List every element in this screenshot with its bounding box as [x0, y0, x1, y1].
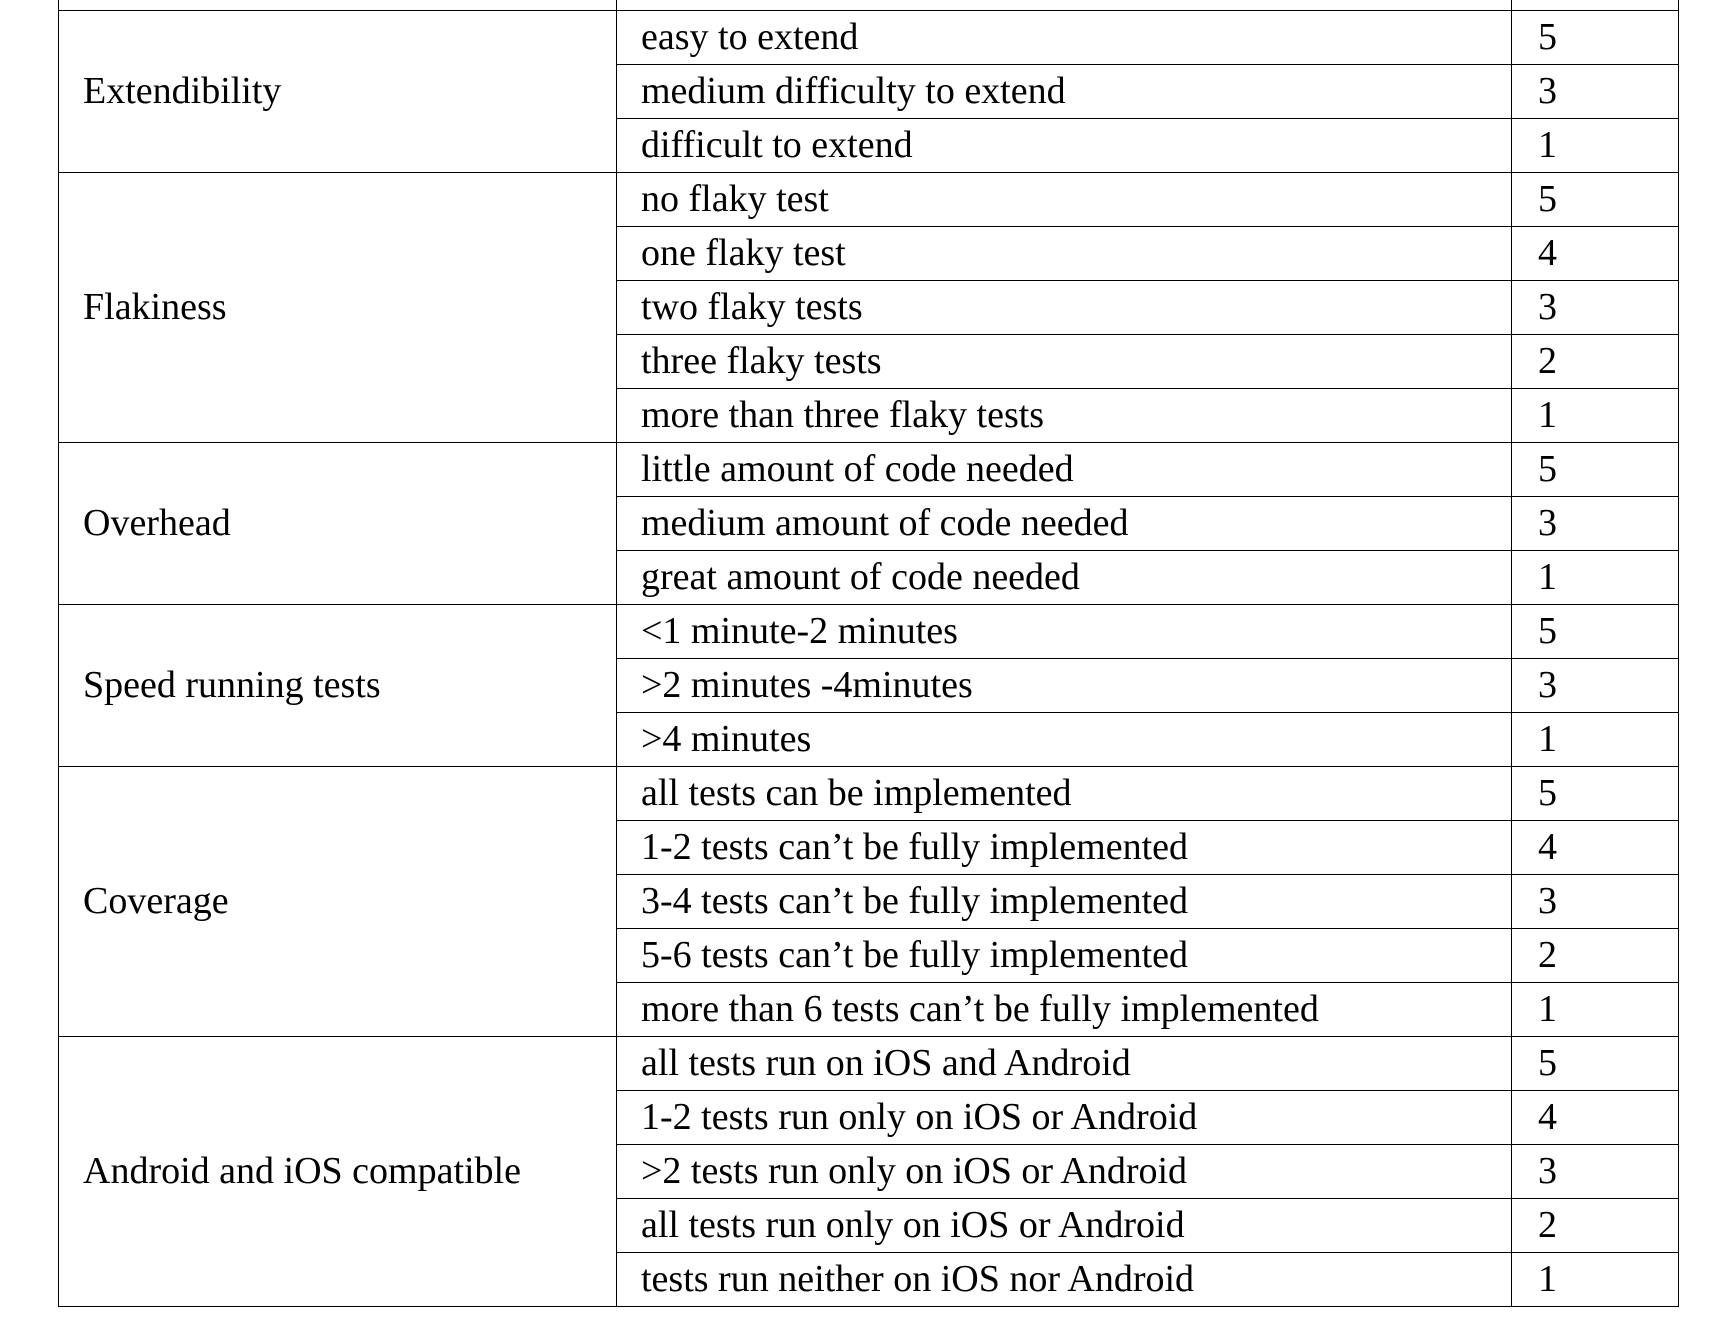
score-cell: 2 — [1511, 334, 1679, 389]
table-row: 5-6 tests can’t be fully implemented 2 — [59, 928, 1679, 983]
score-cell: 5 — [1511, 1036, 1679, 1091]
table-row: tests run neither on iOS nor Android 1 — [59, 1252, 1679, 1307]
description-cell: great amount of code needed — [616, 550, 1512, 605]
description-cell: easy to extend — [616, 10, 1512, 65]
table-row: medium amount of code needed 3 — [59, 496, 1679, 551]
criterion-cell: Flakiness — [58, 172, 617, 443]
score-cell: 3 — [1511, 658, 1679, 713]
description-cell: >2 tests run only on iOS or Android — [616, 1144, 1512, 1199]
criteria-table: Extendibility easy to extend 5 medium diffi… — [58, 0, 1679, 1307]
table-row: one flaky test 4 — [59, 226, 1679, 281]
description-cell: little amount of code needed — [616, 442, 1512, 497]
cell — [58, 0, 617, 11]
score-cell: 5 — [1511, 172, 1679, 227]
description-cell: medium difficulty to extend — [616, 64, 1512, 119]
description-cell: 1-2 tests run only on iOS or Android — [616, 1090, 1512, 1145]
table-row: 3-4 tests can’t be fully implemented 3 — [59, 874, 1679, 929]
table-row: all tests run only on iOS or Android 2 — [59, 1198, 1679, 1253]
cell — [1511, 0, 1679, 11]
description-cell: >4 minutes — [616, 712, 1512, 767]
table-row: >4 minutes 1 — [59, 712, 1679, 767]
score-cell: 3 — [1511, 874, 1679, 929]
description-cell: >2 minutes -4minutes — [616, 658, 1512, 713]
description-cell: 1-2 tests can’t be fully implemented — [616, 820, 1512, 875]
table-row: Extendibility easy to extend 5 — [58, 10, 1679, 173]
description-cell: no flaky test — [616, 172, 1512, 227]
score-cell: 4 — [1511, 820, 1679, 875]
criterion-cell: Android and iOS compatible — [58, 1036, 617, 1307]
table-row: great amount of code needed 1 — [59, 550, 1679, 605]
criterion-cell: Overhead — [58, 442, 617, 605]
cell — [616, 0, 1512, 11]
criterion-cell: Extendibility — [58, 10, 617, 173]
score-cell: 3 — [1511, 64, 1679, 119]
criterion-cell: Speed running tests — [58, 604, 617, 767]
description-cell: all tests run on iOS and Android — [616, 1036, 1512, 1091]
table-row: more than three flaky tests 1 — [59, 388, 1679, 443]
description-cell: medium amount of code needed — [616, 496, 1512, 551]
score-cell: 5 — [1511, 604, 1679, 659]
score-cell: 2 — [1511, 928, 1679, 983]
score-cell: 4 — [1511, 226, 1679, 281]
description-cell: more than three flaky tests — [616, 388, 1512, 443]
description-cell: three flaky tests — [616, 334, 1512, 389]
description-cell: all tests run only on iOS or Android — [616, 1198, 1512, 1253]
description-cell: difficult to extend — [616, 118, 1512, 173]
score-cell: 1 — [1511, 712, 1679, 767]
criterion-cell: Coverage — [58, 766, 617, 1037]
table-row: Flakiness no flaky test 5 — [58, 172, 1679, 443]
description-cell: <1 minute-2 minutes — [616, 604, 1512, 659]
score-cell: 5 — [1511, 766, 1679, 821]
table-row: three flaky tests 2 — [59, 334, 1679, 389]
description-cell: 5-6 tests can’t be fully implemented — [616, 928, 1512, 983]
table-row: difficult to extend 1 — [59, 118, 1679, 173]
score-cell: 5 — [1511, 10, 1679, 65]
table-row: 1-2 tests can’t be fully implemented 4 — [59, 820, 1679, 875]
score-cell: 2 — [1511, 1198, 1679, 1253]
table-row: Android and iOS compatible all tests run … — [58, 1036, 1679, 1307]
score-cell: 5 — [1511, 442, 1679, 497]
table-row: Coverage all tests can be implemented 5 — [58, 766, 1679, 1037]
score-cell: 3 — [1511, 496, 1679, 551]
description-cell: 3-4 tests can’t be fully implemented — [616, 874, 1512, 929]
score-cell: 3 — [1511, 280, 1679, 335]
score-cell: 4 — [1511, 1090, 1679, 1145]
table-row: >2 minutes -4minutes 3 — [59, 658, 1679, 713]
table-row: >2 tests run only on iOS or Android 3 — [59, 1144, 1679, 1199]
score-cell: 1 — [1511, 550, 1679, 605]
description-cell: one flaky test — [616, 226, 1512, 281]
description-cell: tests run neither on iOS nor Android — [616, 1252, 1512, 1307]
description-cell: all tests can be implemented — [616, 766, 1512, 821]
table-row-partial — [58, 0, 1679, 11]
score-cell: 1 — [1511, 388, 1679, 443]
table-row: Speed running tests <1 minute-2 minutes 5 — [58, 604, 1679, 767]
score-cell: 1 — [1511, 982, 1679, 1037]
description-cell: more than 6 tests can’t be fully impleme… — [616, 982, 1512, 1037]
table-row: medium difficulty to extend 3 — [59, 64, 1679, 119]
score-cell: 1 — [1511, 1252, 1679, 1307]
score-cell: 1 — [1511, 118, 1679, 173]
description-cell: two flaky tests — [616, 280, 1512, 335]
score-cell: 3 — [1511, 1144, 1679, 1199]
table-row: Overhead little amount of code needed 5 — [58, 442, 1679, 605]
